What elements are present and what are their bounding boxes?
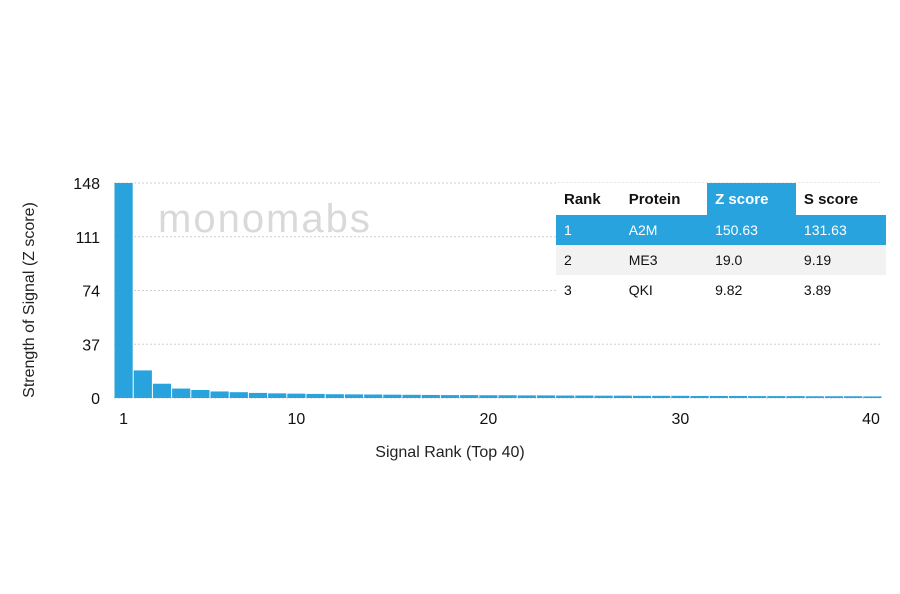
- x-tick-label: 20: [480, 411, 498, 428]
- bar-rank-37: [805, 396, 824, 398]
- cell-rank: 2: [556, 245, 621, 275]
- bar-rank-10: [287, 393, 306, 398]
- bar-rank-4: [172, 388, 191, 398]
- bar-rank-15: [383, 394, 402, 398]
- x-axis-title: Signal Rank (Top 40): [375, 444, 524, 461]
- table-row: 1 A2M 150.63 131.63: [556, 215, 886, 245]
- x-tick-label: 1: [119, 411, 128, 428]
- header-s-score: S score: [795, 183, 886, 215]
- y-axis-title: Strength of Signal (Z score): [21, 202, 38, 398]
- bar-rank-13: [344, 394, 364, 398]
- bar-rank-29: [652, 395, 671, 398]
- bar-rank-32: [709, 395, 728, 398]
- bar-rank-5: [191, 390, 210, 398]
- bar-rank-27: [613, 395, 632, 398]
- bar-rank-14: [364, 394, 383, 398]
- bar-rank-23: [536, 395, 556, 398]
- cell-z-score: 150.63: [707, 215, 796, 245]
- bar-rank-21: [498, 395, 517, 398]
- header-rank: Rank: [556, 183, 621, 215]
- cell-s-score: 3.89: [795, 275, 886, 305]
- bar-rank-16: [402, 394, 421, 398]
- bar-rank-33: [728, 395, 748, 398]
- bar-rank-20: [479, 395, 498, 398]
- table-header-row: Rank Protein Z score S score: [556, 183, 886, 215]
- bar-rank-30: [671, 395, 690, 398]
- bar-rank-31: [690, 395, 709, 398]
- bar-rank-17: [421, 394, 440, 398]
- cell-s-score: 9.19: [795, 245, 886, 275]
- cell-z-score: 9.82: [707, 275, 796, 305]
- bar-rank-22: [517, 395, 536, 398]
- cell-protein: A2M: [620, 215, 708, 245]
- y-tick-label: 37: [82, 337, 100, 354]
- bar-rank-8: [248, 392, 268, 398]
- bar-rank-2: [133, 370, 152, 398]
- bar-rank-35: [767, 396, 786, 398]
- bar-rank-11: [306, 393, 325, 398]
- header-protein: Protein: [620, 183, 708, 215]
- x-tick-label: 10: [288, 411, 306, 428]
- x-tick-labels: 1 10 20 30 40: [119, 411, 880, 428]
- x-tick-label: 30: [672, 411, 690, 428]
- x-tick-label: 40: [862, 411, 880, 428]
- cell-z-score: 19.0: [707, 245, 796, 275]
- bar-rank-34: [748, 396, 767, 398]
- bar-rank-7: [229, 392, 248, 398]
- header-z-score: Z score: [707, 183, 796, 215]
- bar-rank-1: [114, 183, 133, 398]
- bar-rank-19: [460, 395, 479, 398]
- y-tick-labels: 0 37 74 111 148: [73, 176, 100, 408]
- watermark-logo: monomabs: [158, 197, 372, 241]
- bar-rank-12: [325, 394, 344, 398]
- cell-protein: QKI: [620, 275, 708, 305]
- bar-rank-26: [594, 395, 613, 398]
- y-tick-label: 74: [82, 284, 100, 301]
- cell-s-score: 131.63: [795, 215, 886, 245]
- cell-protein: ME3: [620, 245, 708, 275]
- table-row: 3 QKI 9.82 3.89: [556, 275, 886, 305]
- table-row: 2 ME3 19.0 9.19: [556, 245, 886, 275]
- cell-rank: 1: [556, 215, 621, 245]
- bar-rank-24: [556, 395, 575, 398]
- bars: [114, 183, 882, 398]
- y-tick-label: 148: [73, 176, 100, 193]
- score-table: Rank Protein Z score S score 1 A2M 150.6…: [556, 183, 886, 305]
- bar-rank-25: [575, 395, 594, 398]
- bar-rank-39: [844, 396, 863, 398]
- bar-rank-40: [863, 396, 882, 398]
- cell-rank: 3: [556, 275, 621, 305]
- bar-rank-9: [268, 393, 287, 398]
- bar-rank-6: [210, 391, 229, 398]
- bar-rank-36: [786, 396, 805, 398]
- bar-rank-18: [440, 395, 460, 398]
- y-tick-label: 111: [76, 230, 100, 247]
- y-tick-label: 0: [91, 391, 100, 408]
- bar-rank-38: [824, 396, 844, 398]
- bar-rank-3: [152, 383, 172, 398]
- bar-rank-28: [632, 395, 652, 398]
